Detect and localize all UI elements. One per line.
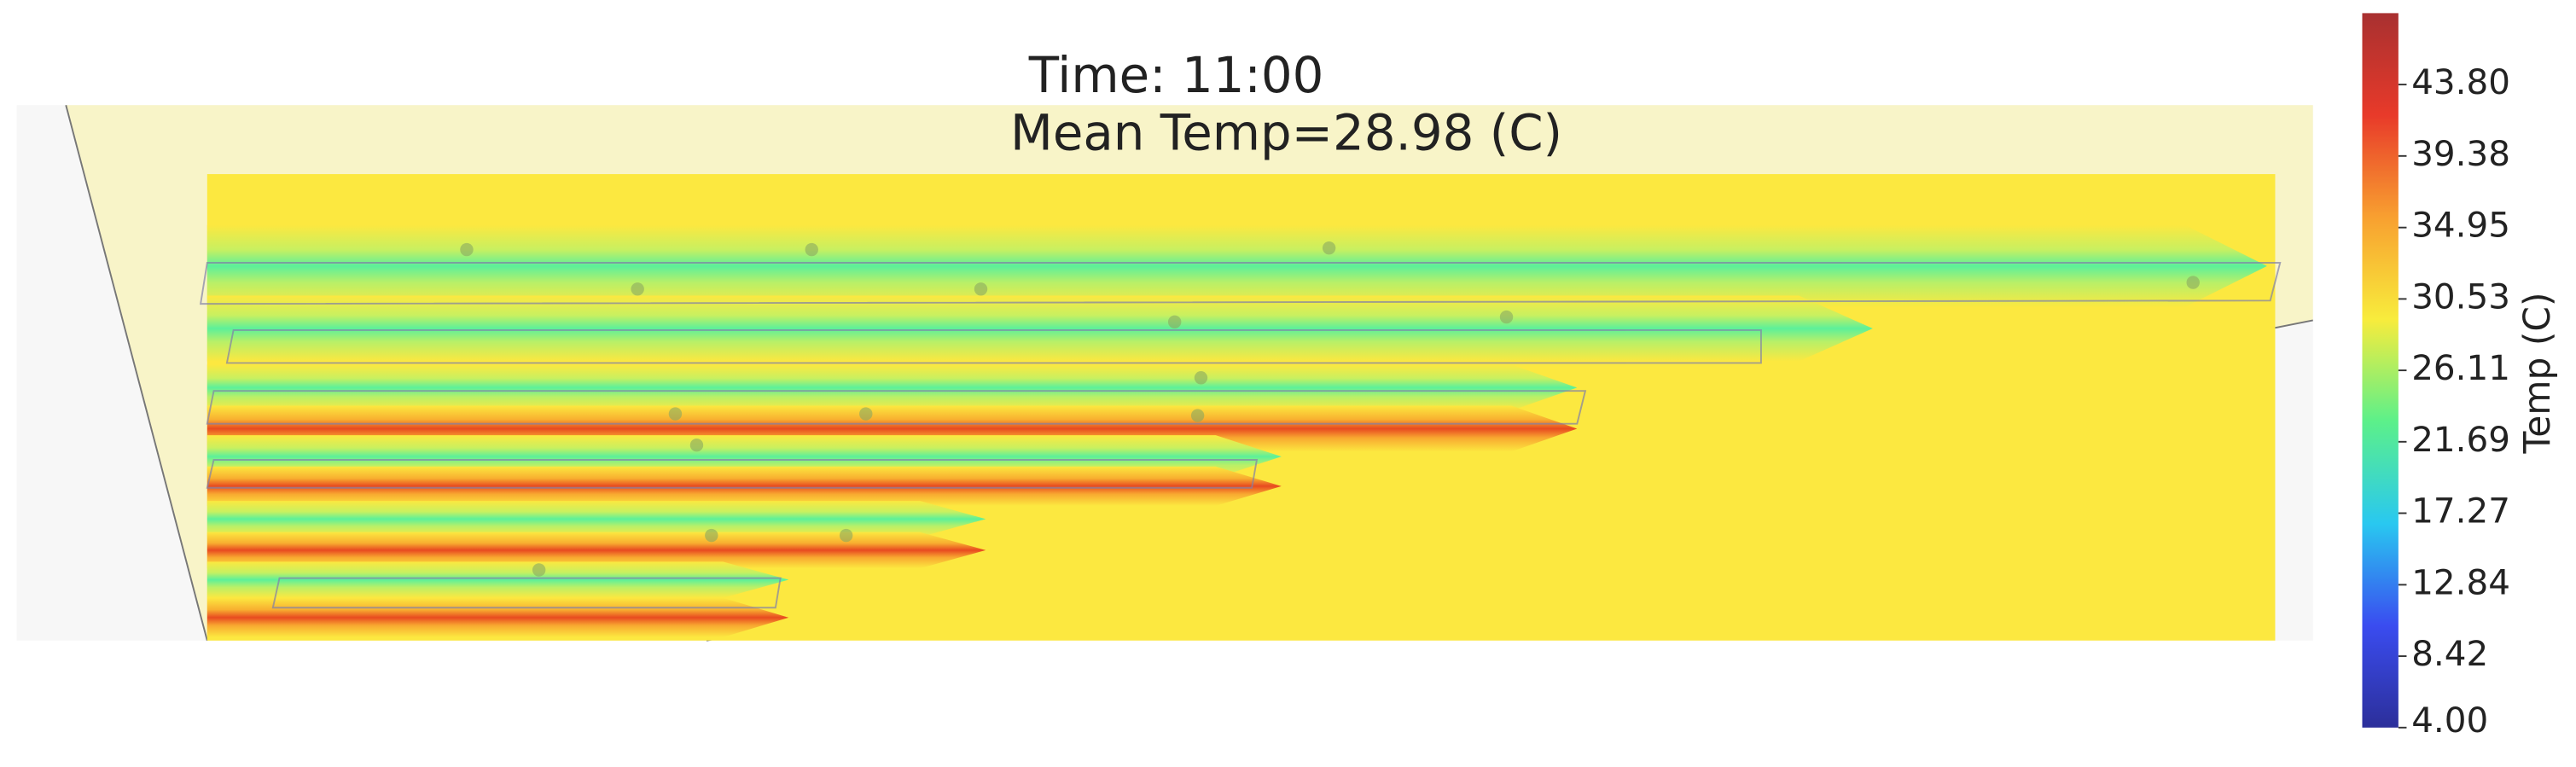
outline	[271, 577, 782, 609]
colorbar-label: Temp (C)	[2516, 293, 2558, 455]
stripes	[206, 224, 2267, 637]
outline	[206, 459, 1259, 489]
colorbar-tick-label: 43.80	[2411, 61, 2510, 102]
stripe	[206, 364, 1578, 411]
colorbar	[2362, 13, 2399, 728]
outline	[199, 262, 2282, 305]
stripe	[206, 466, 1282, 506]
colorbar-tick-label: 34.95	[2411, 205, 2510, 246]
chart-subtitle: Mean Temp=28.98 (C)	[1010, 103, 1562, 161]
outlines	[199, 262, 2282, 609]
colorbar-tick-label: 8.42	[2411, 633, 2488, 674]
stripe	[206, 597, 789, 637]
sensors	[460, 241, 2200, 577]
stripe	[206, 532, 986, 569]
colorbar-tick-label: 12.84	[2411, 561, 2510, 602]
colorbar-tick-label: 21.69	[2411, 419, 2510, 460]
outline	[206, 390, 1587, 425]
colorbar-tick-label: 4.00	[2411, 700, 2488, 741]
chart-title: Time: 11:00	[1028, 46, 1324, 104]
edge-line	[65, 104, 208, 642]
stripe	[206, 295, 1873, 362]
outline	[225, 328, 1762, 364]
stripe	[206, 224, 2267, 307]
stripe	[206, 561, 789, 598]
colorbar-tick-label: 26.11	[2411, 347, 2510, 388]
colorbar-tick-label: 39.38	[2411, 133, 2510, 174]
colorbar-tick-label: 17.27	[2411, 491, 2510, 532]
colorbar-tick-label: 30.53	[2411, 276, 2510, 317]
stripe	[206, 501, 986, 537]
